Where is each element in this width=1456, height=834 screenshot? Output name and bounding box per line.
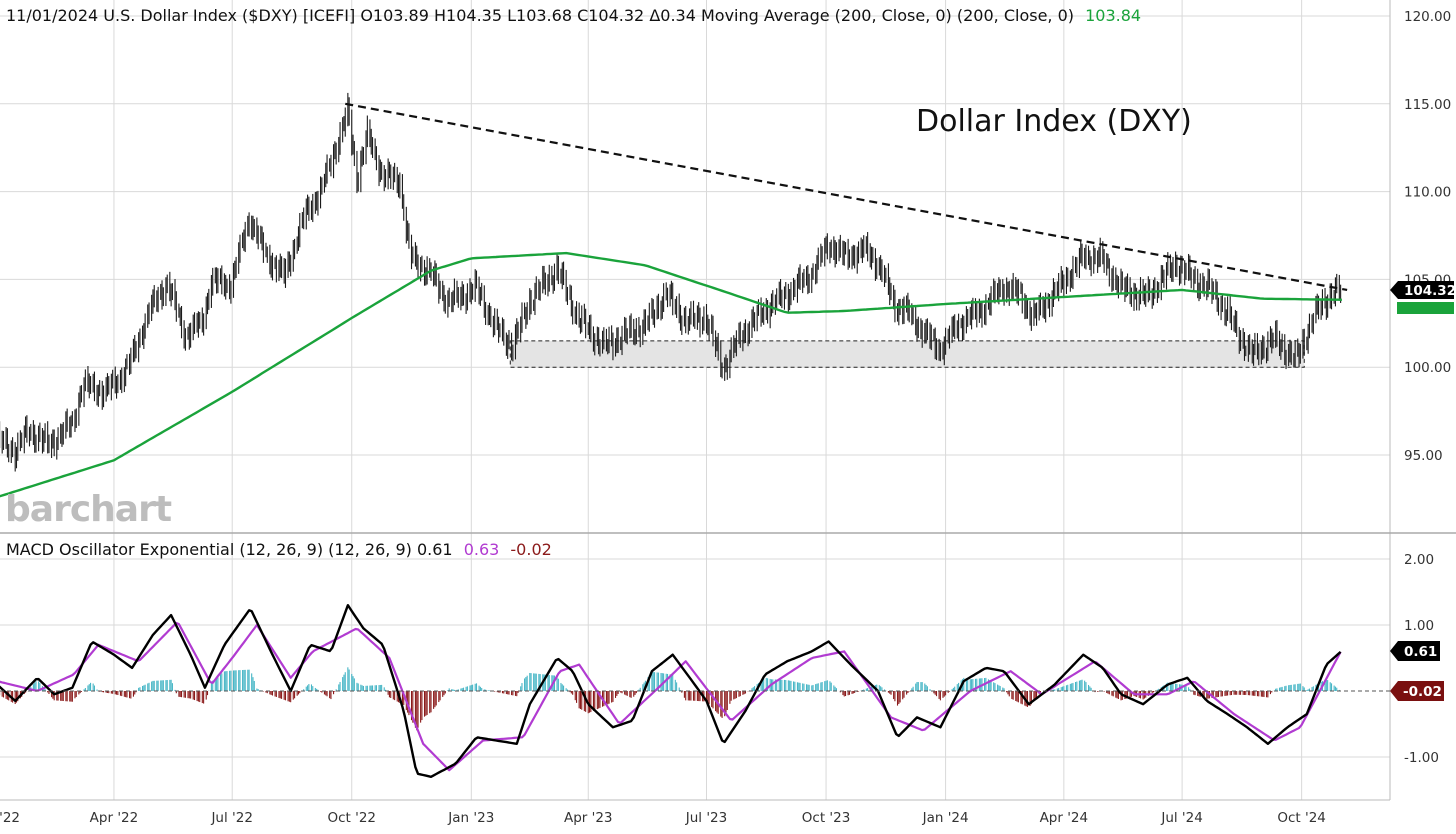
macd-y-tick-label: 1.00 — [1404, 618, 1434, 634]
x-tick-label: Apr '22 — [90, 810, 139, 826]
macd-last-badge: 0.61 — [1390, 641, 1440, 661]
moving-average-line — [0, 251, 1342, 498]
x-tick-label: Oct '24 — [1277, 810, 1326, 826]
price-y-tick-label: 115.00 — [1404, 97, 1451, 113]
axis-labels: Jan '22 Apr '22 Jul '22 Oct '22 Jan '23 Apr '… — [0, 9, 1451, 826]
macd-line — [0, 604, 1342, 778]
ma-last-badge-shape — [1397, 302, 1454, 314]
hist-last-value: -0.02 — [1403, 684, 1442, 700]
x-tick-label: Jul '24 — [1160, 810, 1202, 826]
macd-histogram — [0, 667, 1342, 731]
price-y-tick-label: 95.00 — [1404, 448, 1443, 464]
macd-last-badge-shape — [1390, 641, 1440, 661]
x-tick-label: Jul '23 — [685, 810, 727, 826]
x-tick-label: Apr '24 — [1040, 810, 1089, 826]
hist-last-badge: -0.02 — [1390, 681, 1444, 701]
support-zone — [509, 340, 1305, 368]
hist-last-badge-shape — [1390, 681, 1444, 701]
price-last-value: 104.32 — [1404, 283, 1456, 299]
macd-last-value: 0.61 — [1404, 644, 1437, 660]
x-tick-label: Jul '22 — [210, 810, 252, 826]
macd-y-tick-label: 2.00 — [1404, 552, 1434, 568]
price-y-tick-label: 120.00 — [1404, 9, 1451, 25]
x-tick-label: Apr '23 — [564, 810, 613, 826]
ma-header-value: 103.84 — [1085, 6, 1141, 25]
price-y-tick-label: 110.00 — [1404, 185, 1451, 201]
price-header: 11/01/2024 U.S. Dollar Index ($DXY) [ICE… — [6, 6, 1141, 25]
moving-average-series — [0, 251, 1342, 498]
macd-hist-value: -0.02 — [510, 540, 551, 559]
grid — [0, 0, 1390, 800]
x-tick-label: Oct '22 — [327, 810, 376, 826]
chart-title: Dollar Index (DXY) — [916, 104, 1192, 139]
signal-line — [0, 621, 1342, 772]
watermark: barchart — [5, 489, 172, 530]
trendline — [345, 102, 1348, 292]
price-series — [0, 92, 1342, 472]
price-header-text: 11/01/2024 U.S. Dollar Index ($DXY) [ICE… — [6, 6, 1074, 25]
price-last-badge: 104.32 — [1390, 281, 1456, 299]
x-tick-label: Oct '23 — [802, 810, 851, 826]
resistance-trendline — [345, 102, 1348, 292]
macd-header-text: MACD Oscillator Exponential (12, 26, 9) … — [6, 540, 453, 559]
support-zone-rect — [509, 340, 1305, 368]
price-y-tick-label: 100.00 — [1404, 360, 1451, 376]
x-tick-label: Jan '23 — [447, 810, 494, 826]
axes — [0, 0, 1456, 801]
macd-y-tick-label: -1.00 — [1404, 750, 1439, 766]
x-tick-label: Jan '22 — [0, 810, 20, 826]
x-tick-label: Jan '24 — [922, 810, 969, 826]
macd-header: MACD Oscillator Exponential (12, 26, 9) … — [6, 540, 552, 559]
macd-lines — [0, 604, 1342, 778]
macd-signal-value: 0.63 — [464, 540, 500, 559]
price-last-badge-shape — [1390, 281, 1454, 299]
ma-last-badge — [1397, 302, 1454, 314]
